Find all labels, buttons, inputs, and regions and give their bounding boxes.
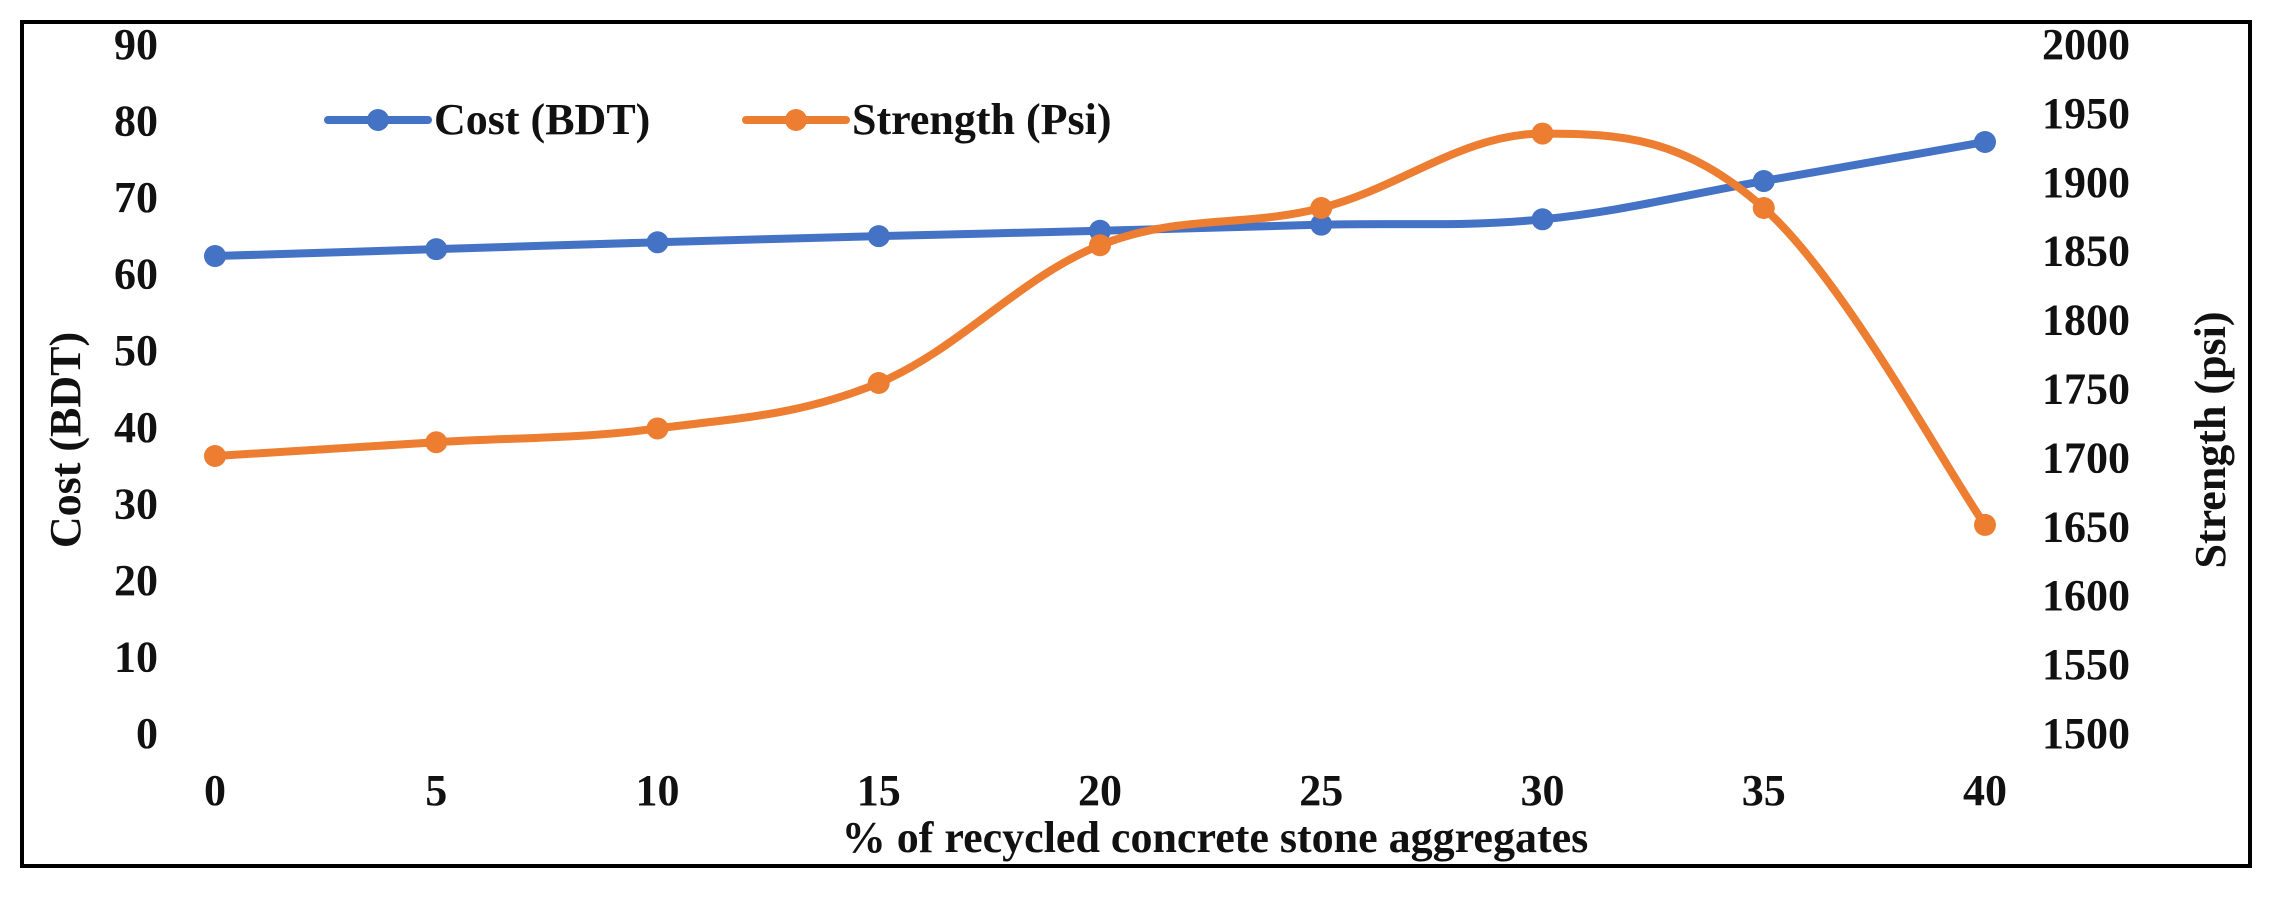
y-axis-right-ticks: 1500 1550 1600 1650 1700 1750 1800 1850 1900 1950… xyxy=(2042,20,2130,758)
y-axis-left-ticks: 0 10 20 30 40 50 60 70 80 90 xyxy=(114,20,158,758)
y-left-tick-label: 80 xyxy=(114,97,158,146)
data-point-cost xyxy=(1310,213,1333,236)
y-right-tick-label: 1950 xyxy=(2042,89,2130,138)
x-tick-label: 15 xyxy=(857,766,901,815)
y-right-tick-label: 1650 xyxy=(2042,502,2130,551)
data-point-cost xyxy=(425,238,448,261)
legend-label-strength: Strength (Psi) xyxy=(852,95,1112,144)
y-left-tick-label: 30 xyxy=(114,479,158,528)
legend-marker-cost xyxy=(367,109,389,131)
y-right-tick-label: 1600 xyxy=(2042,571,2130,620)
series-points xyxy=(204,122,1996,536)
data-point-cost xyxy=(1531,208,1554,231)
legend-marker-strength xyxy=(785,109,807,131)
x-tick-label: 0 xyxy=(204,766,226,815)
y-left-tick-label: 60 xyxy=(114,250,158,299)
data-point-strength xyxy=(1531,122,1554,145)
y-right-tick-label: 1700 xyxy=(2042,433,2130,482)
y-right-tick-label: 1850 xyxy=(2042,227,2130,276)
data-point-strength xyxy=(867,371,890,394)
x-axis-ticks: 0 5 10 15 20 25 30 35 40 xyxy=(204,766,2007,815)
legend: Cost (BDT) Strength (Psi) xyxy=(324,95,1112,144)
y-right-tick-label: 1900 xyxy=(2042,158,2130,207)
data-point-cost xyxy=(1974,130,1996,153)
y-right-tick-label: 1800 xyxy=(2042,296,2130,345)
data-point-strength xyxy=(646,417,669,440)
series-line-strength xyxy=(211,129,1989,529)
y-left-tick-label: 0 xyxy=(136,709,158,758)
y-left-tick-label: 40 xyxy=(114,403,158,452)
data-point-strength xyxy=(1974,513,1996,536)
data-point-cost xyxy=(204,245,226,268)
data-point-strength xyxy=(1089,234,1111,257)
data-point-strength xyxy=(425,431,448,454)
x-tick-label: 35 xyxy=(1742,766,1786,815)
series-lines xyxy=(211,129,1989,529)
x-tick-label: 20 xyxy=(1078,766,1122,815)
y-left-tick-label: 50 xyxy=(114,326,158,375)
y-left-tick-label: 10 xyxy=(114,632,158,681)
y-left-tick-label: 90 xyxy=(114,20,158,69)
x-tick-label: 40 xyxy=(1963,766,2007,815)
y-left-tick-label: 20 xyxy=(114,556,158,605)
y-axis-right-title: Strength (psi) xyxy=(2186,311,2235,568)
data-point-strength xyxy=(204,445,226,468)
data-point-cost xyxy=(1752,170,1775,193)
y-right-tick-label: 1500 xyxy=(2042,709,2130,758)
y-right-tick-label: 2000 xyxy=(2042,20,2130,69)
x-tick-label: 5 xyxy=(425,766,447,815)
x-tick-label: 25 xyxy=(1299,766,1343,815)
y-left-tick-label: 70 xyxy=(114,173,158,222)
data-point-cost xyxy=(646,231,669,254)
y-right-tick-label: 1750 xyxy=(2042,365,2130,414)
data-point-cost xyxy=(867,225,890,248)
legend-item-cost: Cost (BDT) xyxy=(324,95,650,144)
x-tick-label: 30 xyxy=(1521,766,1565,815)
data-point-strength xyxy=(1752,196,1775,219)
x-tick-label: 10 xyxy=(636,766,680,815)
data-point-strength xyxy=(1310,196,1333,219)
y-right-tick-label: 1550 xyxy=(2042,640,2130,689)
y-axis-left-title: Cost (BDT) xyxy=(41,332,90,548)
legend-label-cost: Cost (BDT) xyxy=(434,95,650,144)
legend-item-strength: Strength (Psi) xyxy=(742,95,1112,144)
x-axis-title: % of recycled concrete stone aggregates xyxy=(842,813,1589,862)
